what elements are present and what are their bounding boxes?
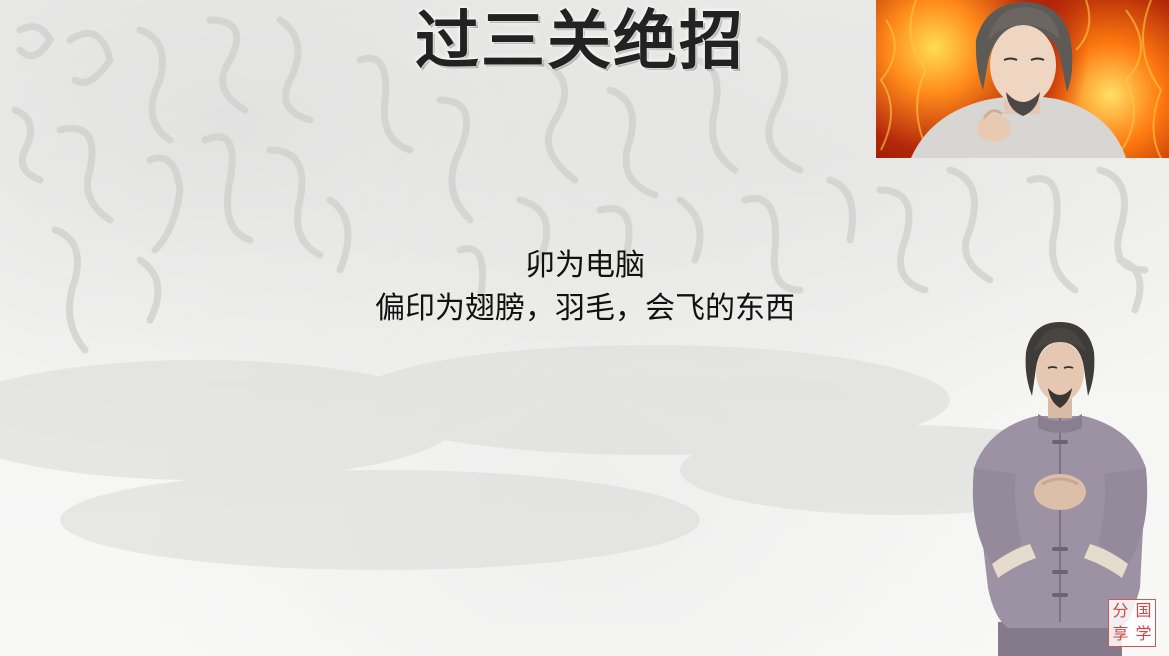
logo-char: 享 xyxy=(1112,624,1129,643)
slide-line-2: 偏印为翅膀，羽毛，会飞的东西 xyxy=(375,291,795,326)
logo-char: 国 xyxy=(1135,601,1152,620)
slide-line-1: 卯为电脑 xyxy=(525,248,645,283)
logo-char: 学 xyxy=(1135,624,1152,643)
webcam-overlay xyxy=(876,0,1169,158)
logo-char: 分 xyxy=(1112,601,1129,620)
slide-body: 卯为电脑 偏印为翅膀，羽毛，会飞的东西 xyxy=(260,244,910,330)
slide-title: 过三关绝招 xyxy=(415,5,745,79)
channel-logo: 分 国 享 学 xyxy=(1108,599,1156,647)
presenter-figure xyxy=(972,322,1148,656)
webcam-speaker-image xyxy=(879,0,1163,158)
